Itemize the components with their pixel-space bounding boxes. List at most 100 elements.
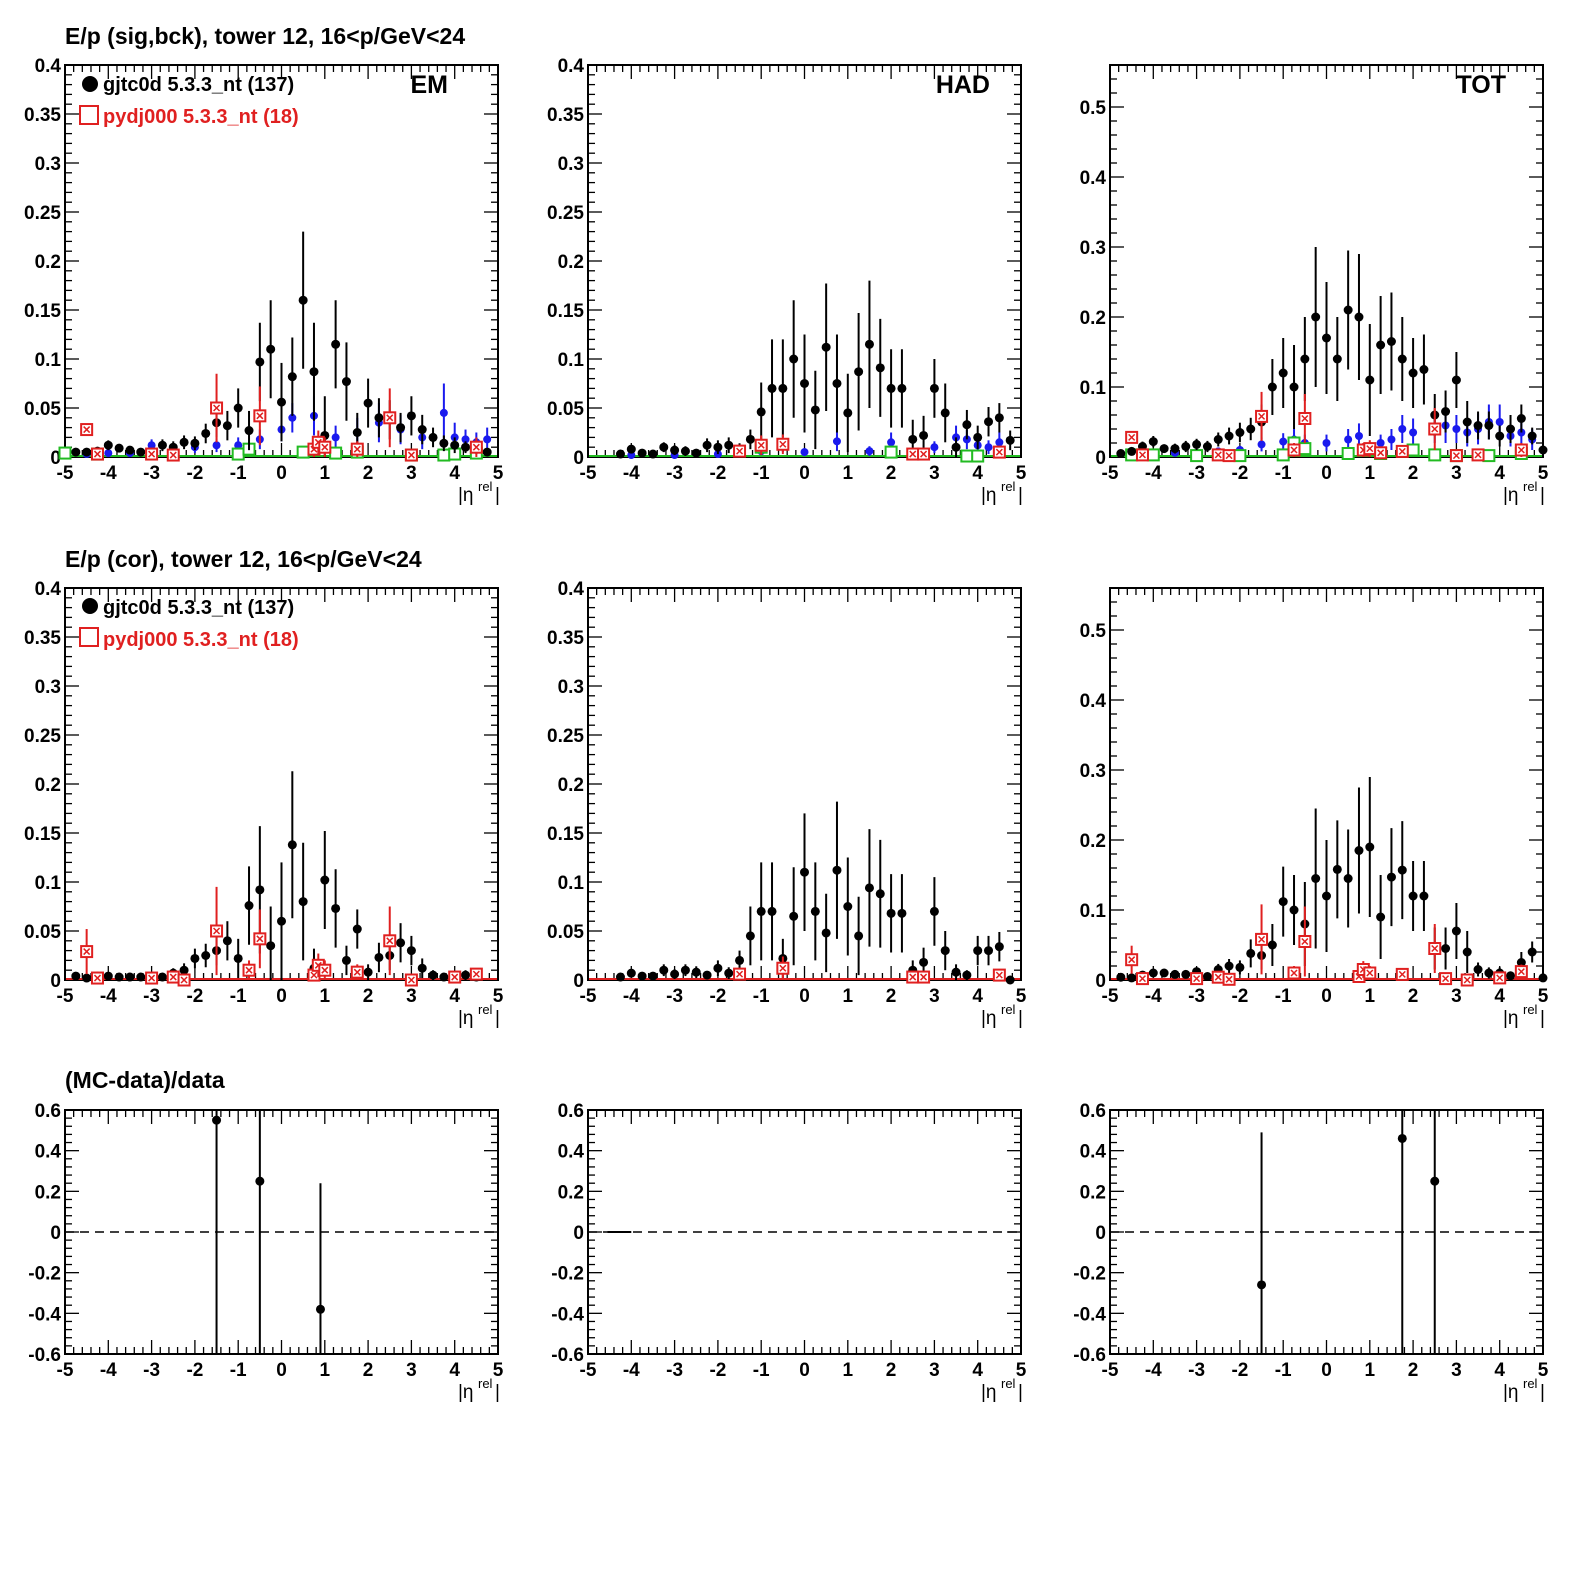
mc-point-cross — [353, 968, 361, 976]
data-point — [396, 938, 406, 948]
data-point — [103, 971, 113, 981]
data-point — [1376, 912, 1386, 922]
data-point — [428, 432, 438, 442]
x-axis-label-end: | — [495, 1008, 500, 1029]
series-mc — [80, 373, 483, 462]
series-data — [1116, 247, 1548, 458]
data-point — [1332, 864, 1342, 874]
data-point — [114, 443, 124, 453]
blue-point — [1376, 439, 1385, 447]
y-tick-label: 0.05 — [547, 922, 584, 943]
mc-point-cross — [1398, 970, 1406, 978]
x-tick-label: 4 — [449, 1360, 460, 1381]
data-point — [190, 438, 200, 448]
data-point — [670, 445, 680, 455]
x-tick-label: 0 — [1321, 1360, 1332, 1381]
y-tick-label: 0.2 — [1080, 1182, 1106, 1203]
green-point — [1298, 442, 1312, 456]
data-point — [648, 971, 658, 981]
x-tick-label: 4 — [1494, 463, 1505, 484]
data-point — [277, 916, 286, 926]
mc-point-cross — [321, 966, 329, 974]
data-point — [287, 840, 297, 850]
data-point — [315, 1304, 325, 1314]
mc-point-cross — [1138, 975, 1147, 983]
series-data — [615, 280, 1015, 459]
blue-point — [212, 441, 221, 450]
x-tick-label: -2 — [1231, 986, 1248, 1007]
data-point — [298, 897, 308, 907]
data-point — [331, 903, 341, 913]
legend-cor: gjtc0d 5.3.3_nt (137) pydj000 5.3.3_nt (… — [79, 597, 299, 651]
x-tick-label: -1 — [753, 1360, 770, 1381]
x-axis-label-superscript: rel — [1523, 1376, 1538, 1391]
x-tick-label: 2 — [886, 463, 897, 484]
green-point — [971, 449, 985, 463]
data-point — [886, 908, 896, 918]
legend-sigbck: gjtc0d 5.3.3_nt (137) pydj000 5.3.3_nt (… — [79, 74, 299, 128]
data-point — [659, 442, 669, 452]
data-point — [374, 413, 384, 423]
data-point — [691, 967, 701, 977]
y-tick-label: 0.15 — [24, 824, 61, 845]
x-axis-label-superscript: rel — [1523, 1002, 1538, 1017]
x-tick-label: 0 — [276, 1360, 287, 1381]
data-point — [1278, 368, 1288, 378]
data-point — [929, 906, 939, 916]
x-tick-label: -4 — [100, 986, 117, 1007]
x-axis-label: |η — [458, 485, 474, 506]
x-tick-label: 0 — [1321, 463, 1332, 484]
x-axis-label-end: | — [1018, 1008, 1023, 1029]
series-data — [1257, 1110, 1440, 1354]
data-point — [843, 902, 853, 911]
x-tick-label: -3 — [666, 1360, 683, 1381]
data-point — [1408, 891, 1418, 901]
x-tick-label: 3 — [929, 986, 940, 1007]
data-point — [994, 942, 1004, 952]
x-tick-label: 2 — [886, 986, 897, 1007]
mc-point-cross — [180, 976, 188, 984]
data-point — [821, 928, 831, 938]
x-tick-label: -5 — [57, 986, 74, 1007]
mc-point-cross — [83, 948, 91, 956]
data-point — [724, 440, 734, 450]
blue-point — [1354, 432, 1363, 440]
series-mc — [733, 434, 1006, 461]
data-point — [626, 444, 636, 454]
data-point — [266, 941, 276, 951]
legend-marker-mc — [79, 627, 99, 647]
data-point — [659, 965, 669, 975]
y-tick-label: 0 — [573, 448, 584, 469]
data-point — [1473, 965, 1483, 974]
x-tick-label: 2 — [886, 1360, 897, 1381]
y-tick-label: 0.25 — [547, 726, 584, 747]
x-tick-label: -5 — [1102, 463, 1119, 484]
y-tick-label: 0 — [573, 1223, 584, 1244]
y-tick-label: 0.6 — [1080, 1101, 1106, 1122]
data-point — [1213, 435, 1223, 444]
data-point — [702, 970, 712, 980]
x-tick-label: 5 — [1016, 986, 1027, 1007]
data-point — [897, 383, 907, 393]
data-point — [1397, 354, 1407, 364]
panel-tot-sigbck: -5 -4 -3 -2 -1 0 1 2 3 4 5 0 0.1 0.2 0.3 0.4 0.5 |η rel | — [1080, 64, 1549, 506]
mc-point-cross — [1431, 944, 1439, 953]
x-tick-label: 1 — [843, 463, 854, 484]
y-tick-label: 0.2 — [558, 252, 584, 273]
x-tick-label: 1 — [843, 986, 854, 1007]
data-point — [1462, 947, 1472, 957]
data-point — [1148, 968, 1158, 978]
data-point — [1484, 421, 1494, 430]
mc-point-cross — [909, 450, 917, 458]
data-point — [1170, 444, 1180, 454]
mc-point-cross — [93, 450, 102, 458]
x-tick-label: 5 — [1538, 1360, 1549, 1381]
blue-point — [887, 438, 896, 447]
data-point — [1484, 968, 1494, 978]
mc-point-cross — [1225, 975, 1233, 983]
x-tick-label: 5 — [493, 1360, 504, 1381]
mc-point-cross — [386, 414, 394, 422]
x-axis-label-superscript: rel — [1523, 479, 1538, 494]
legend-label-mc: pydj000 5.3.3_nt (18) — [103, 106, 299, 128]
mc-point-cross — [169, 451, 177, 459]
